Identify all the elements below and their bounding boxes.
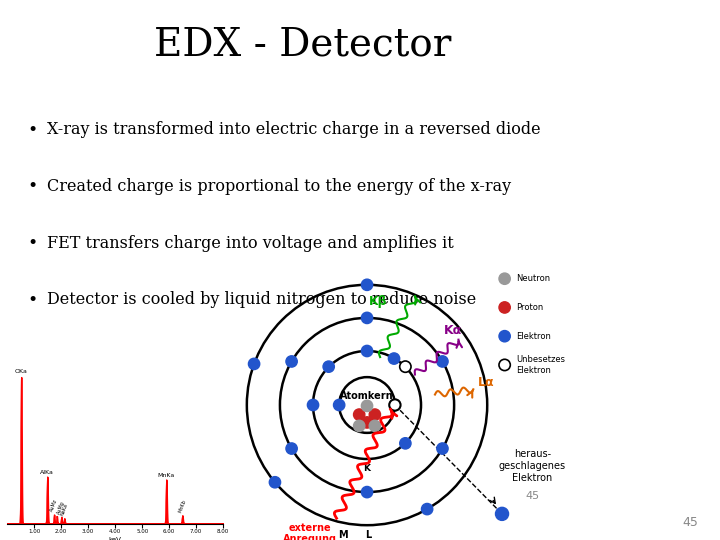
Circle shape	[354, 420, 365, 431]
Text: K: K	[364, 464, 371, 473]
Text: Kα: Kα	[444, 323, 462, 336]
Circle shape	[499, 302, 510, 313]
Circle shape	[369, 409, 381, 420]
Text: Detector is cooled by liquid nitrogen to reduce noise: Detector is cooled by liquid nitrogen to…	[47, 291, 476, 308]
X-axis label: keV: keV	[109, 537, 122, 540]
Circle shape	[361, 487, 373, 498]
Circle shape	[400, 361, 411, 372]
Circle shape	[499, 359, 510, 370]
Circle shape	[361, 400, 373, 411]
Circle shape	[437, 443, 448, 454]
Circle shape	[495, 508, 508, 521]
Circle shape	[437, 356, 448, 367]
Circle shape	[248, 358, 260, 369]
Text: externe
Anregung: externe Anregung	[284, 523, 338, 540]
Text: 45: 45	[683, 516, 698, 529]
Text: Neutron: Neutron	[516, 274, 550, 283]
Text: •: •	[27, 291, 37, 309]
Text: heraus-
geschlagenes
Elektron: heraus- geschlagenes Elektron	[499, 449, 566, 483]
Circle shape	[400, 438, 411, 449]
Circle shape	[361, 417, 373, 428]
Circle shape	[307, 400, 319, 410]
Text: AlKa: AlKa	[40, 470, 54, 475]
Circle shape	[499, 273, 510, 285]
Text: NaKa: NaKa	[60, 503, 69, 517]
Text: Lα: Lα	[477, 376, 494, 389]
Text: AuMz: AuMz	[50, 498, 59, 512]
Text: MnKb: MnKb	[178, 499, 187, 514]
Text: L: L	[365, 530, 371, 539]
Text: AuMg: AuMg	[57, 501, 66, 515]
Text: X-ray is transformed into electric charge in a reversed diode: X-ray is transformed into electric charg…	[47, 121, 541, 138]
Circle shape	[361, 279, 373, 291]
Circle shape	[286, 443, 297, 454]
Circle shape	[361, 312, 373, 323]
Circle shape	[361, 346, 373, 356]
Text: OKa: OKa	[15, 369, 27, 374]
Circle shape	[388, 353, 400, 364]
Text: Elektron: Elektron	[516, 332, 551, 341]
Circle shape	[390, 400, 400, 410]
Circle shape	[499, 330, 510, 342]
Text: •: •	[27, 120, 37, 139]
Circle shape	[323, 361, 334, 372]
Circle shape	[333, 400, 345, 410]
Text: Proton: Proton	[516, 303, 543, 312]
Text: Unbesetzes
Elektron: Unbesetzes Elektron	[516, 355, 565, 375]
Circle shape	[269, 477, 281, 488]
Text: FET transfers charge into voltage and amplifies it: FET transfers charge into voltage and am…	[47, 234, 454, 252]
Text: •: •	[27, 177, 37, 195]
Circle shape	[354, 409, 365, 420]
Text: •: •	[27, 234, 37, 252]
Text: Atomkern: Atomkern	[341, 392, 394, 401]
Circle shape	[286, 356, 297, 367]
Text: 45: 45	[526, 491, 539, 502]
Text: Kβ: Kβ	[369, 295, 387, 308]
Text: M: M	[338, 530, 348, 539]
Circle shape	[369, 420, 381, 431]
Text: MnKa: MnKa	[158, 473, 175, 478]
Circle shape	[421, 503, 433, 515]
Text: EDX - Detector: EDX - Detector	[153, 27, 451, 64]
Text: Created charge is proportional to the energy of the x-ray: Created charge is proportional to the en…	[47, 178, 511, 195]
